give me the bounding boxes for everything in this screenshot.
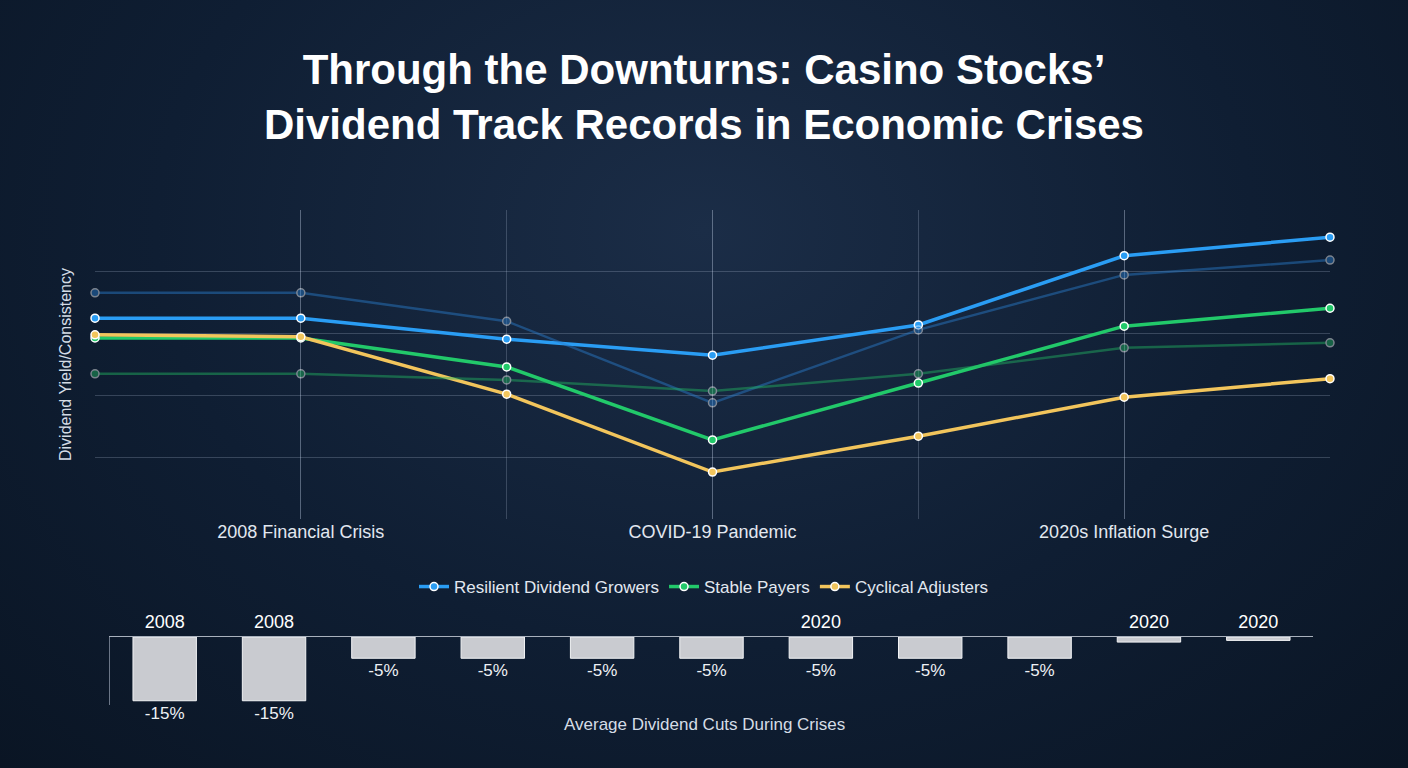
svg-text:Average Dividend Cuts During C: Average Dividend Cuts During Crises — [564, 715, 845, 734]
svg-text:2020: 2020 — [1129, 612, 1169, 632]
svg-text:2020s Inflation Surge: 2020s Inflation Surge — [1039, 522, 1209, 542]
svg-text:-5%: -5% — [368, 661, 398, 680]
svg-text:Stable Payers: Stable Payers — [704, 578, 810, 597]
svg-text:-5%: -5% — [587, 661, 617, 680]
svg-text:-15%: -15% — [145, 704, 185, 723]
svg-text:-5%: -5% — [1024, 661, 1054, 680]
svg-text:2008 Financial Crisis: 2008 Financial Crisis — [217, 522, 384, 542]
svg-text:-5%: -5% — [478, 661, 508, 680]
svg-text:-15%: -15% — [254, 704, 294, 723]
svg-text:Dividend Yield/Consistency: Dividend Yield/Consistency — [57, 268, 74, 461]
svg-text:2008: 2008 — [254, 612, 294, 632]
svg-text:2020: 2020 — [801, 612, 841, 632]
svg-text:Cyclical Adjusters: Cyclical Adjusters — [855, 578, 988, 597]
svg-text:Through the Downturns: Casino: Through the Downturns: Casino Stocks’Div… — [264, 46, 1144, 148]
svg-text:2020: 2020 — [1238, 612, 1278, 632]
svg-text:-5%: -5% — [696, 661, 726, 680]
svg-text:-5%: -5% — [915, 661, 945, 680]
svg-text:COVID-19 Pandemic: COVID-19 Pandemic — [628, 522, 796, 542]
svg-text:-5%: -5% — [806, 661, 836, 680]
svg-text:2008: 2008 — [145, 612, 185, 632]
svg-text:Resilient Dividend Growers: Resilient Dividend Growers — [454, 578, 659, 597]
